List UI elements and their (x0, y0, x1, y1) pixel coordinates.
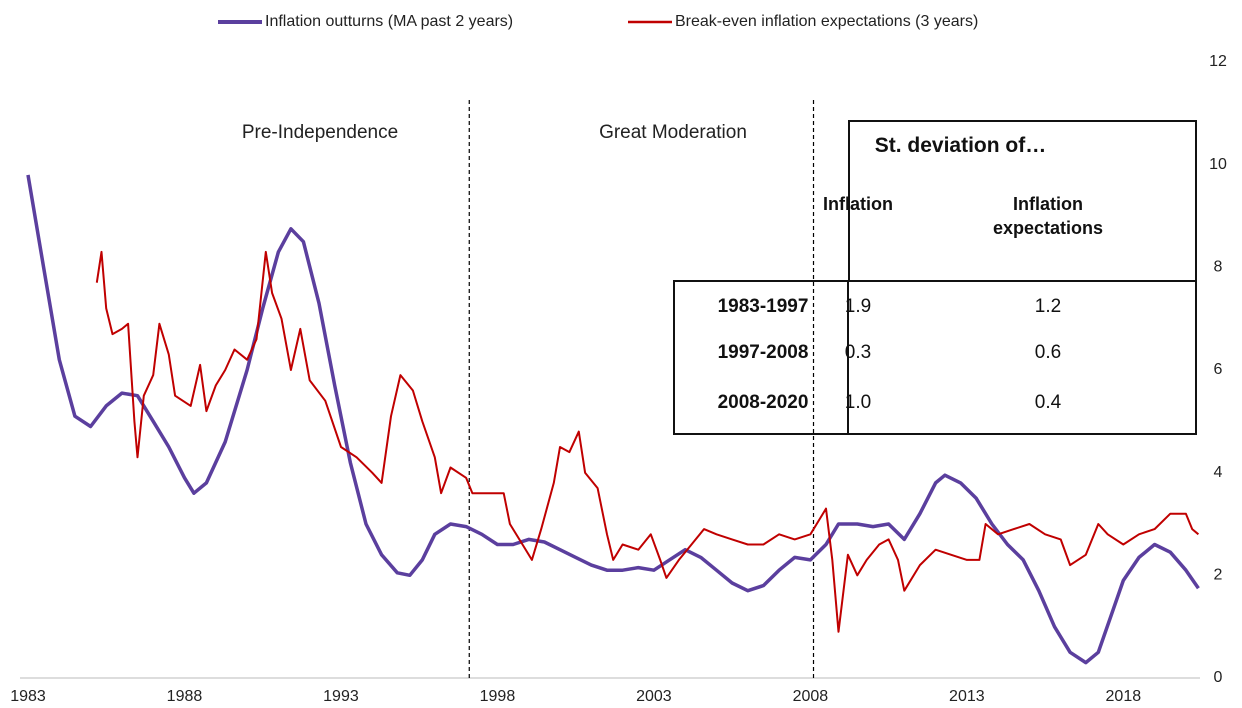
legend-label: Inflation outturns (MA past 2 years) (265, 13, 513, 30)
row-label: 1997-2008 (717, 342, 809, 363)
y-tick-label: 4 (1214, 464, 1223, 481)
x-tick-label: 1998 (480, 688, 516, 705)
x-tick-label: 2003 (636, 688, 672, 705)
column-header: Inflation expectations (992, 194, 1104, 238)
x-tick-label: 1993 (323, 688, 359, 705)
table-border (673, 280, 1197, 435)
stats-table: St. deviation of… Inflation Inflation expe… (673, 120, 1197, 435)
series-line (26, 174, 1200, 665)
annotation: Great Moderation (599, 122, 747, 143)
table-value: 0.6 (1034, 342, 1062, 363)
row-label: 2008-2020 (717, 392, 809, 413)
y-tick-label: 8 (1214, 259, 1223, 276)
x-tick-label: 1983 (10, 688, 46, 705)
table-border (847, 280, 849, 435)
series-line (95, 250, 1200, 633)
table-value: 0.4 (1034, 392, 1062, 413)
y-tick-label: 12 (1209, 53, 1227, 70)
table-value: 1.0 (844, 392, 872, 413)
x-tick-label: 2018 (1106, 688, 1142, 705)
y-tick-label: 0 (1214, 669, 1223, 686)
table-value: 1.9 (844, 296, 872, 317)
table-title: St. deviation of… (874, 134, 1047, 157)
x-tick-label: 2008 (793, 688, 829, 705)
y-tick-label: 2 (1214, 567, 1223, 584)
x-tick-label: 1988 (167, 688, 203, 705)
table-value: 0.3 (844, 342, 872, 363)
column-header: Inflation (823, 194, 893, 214)
row-label: 1983-1997 (717, 296, 809, 317)
annotation: Pre-Independence (242, 122, 398, 143)
y-tick-label: 10 (1209, 156, 1227, 173)
table-value: 1.2 (1034, 296, 1062, 317)
legend-label: Break-even inflation expectations (3 yea… (675, 13, 978, 30)
x-tick-label: 2013 (949, 688, 985, 705)
table-border (848, 120, 1197, 280)
y-tick-label: 6 (1214, 361, 1223, 378)
